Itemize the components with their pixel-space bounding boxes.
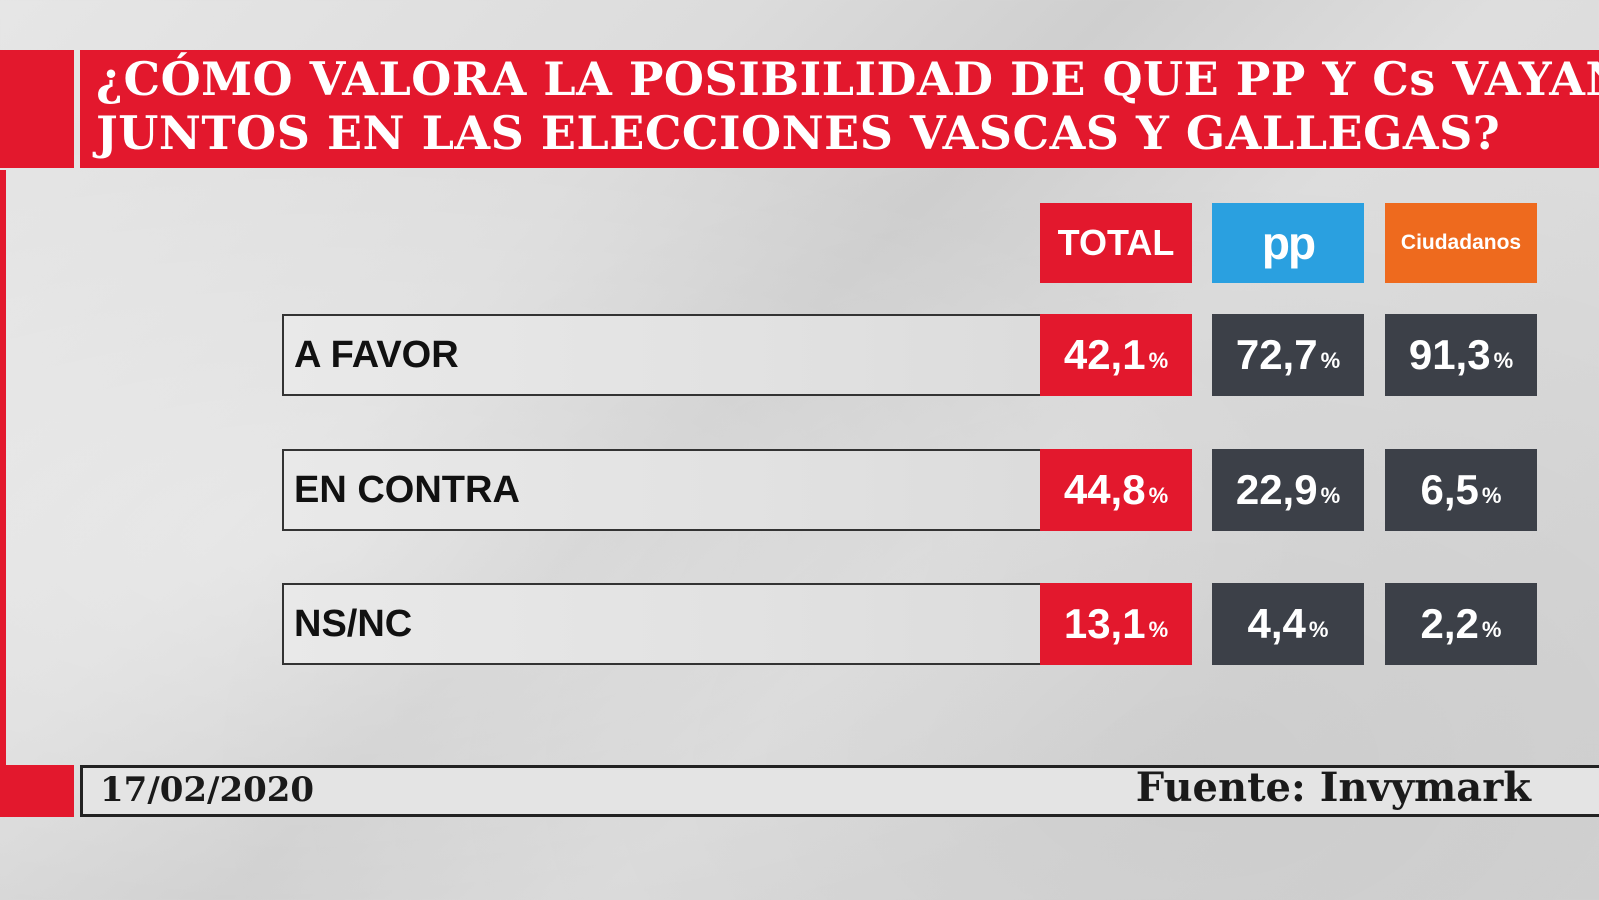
cell-pp-a-favor: 72,7% <box>1212 314 1364 396</box>
row-label: NS/NC <box>294 602 413 645</box>
value-pp-ns-nc: 4,4 <box>1247 600 1306 647</box>
percent-sign: % <box>1320 348 1341 373</box>
pp-logo-text: pp <box>1261 217 1316 269</box>
value-pp-a-favor: 72,7 <box>1235 331 1318 378</box>
value-total-en-contra: 44,8 <box>1063 466 1146 513</box>
row-label: A FAVOR <box>294 333 459 376</box>
percent-sign: % <box>1493 348 1514 373</box>
cell-pp-ns-nc: 4,4% <box>1212 583 1364 665</box>
footer-accent-block <box>0 765 74 817</box>
cell-total-a-favor: 42,1% <box>1040 314 1192 396</box>
footer-bar <box>80 765 1599 817</box>
cell-cs-a-favor: 91,3% <box>1385 314 1537 396</box>
percent-sign: % <box>1148 483 1169 508</box>
percent-sign: % <box>1481 483 1502 508</box>
percent-sign: % <box>1481 617 1502 642</box>
column-header-ciudadanos: Ciudadanos <box>1385 203 1537 283</box>
row-label: EN CONTRA <box>294 468 520 511</box>
percent-sign: % <box>1148 348 1169 373</box>
cell-pp-en-contra: 22,9% <box>1212 449 1364 531</box>
value-cs-ns-nc: 2,2 <box>1420 600 1479 647</box>
table-row-label-box: A FAVOR <box>282 314 1042 396</box>
value-cs-en-contra: 6,5 <box>1420 466 1479 513</box>
table-row-label-box: NS/NC <box>282 583 1042 665</box>
title-line-1: ¿CÓMO VALORA LA POSIBILIDAD DE QUE PP Y … <box>96 52 1599 106</box>
title-line-2: JUNTOS EN LAS ELECCIONES VASCAS Y GALLEG… <box>96 106 1501 160</box>
value-pp-en-contra: 22,9 <box>1235 466 1318 513</box>
percent-sign: % <box>1320 483 1341 508</box>
cell-total-en-contra: 44,8% <box>1040 449 1192 531</box>
cell-total-ns-nc: 13,1% <box>1040 583 1192 665</box>
title-accent-block <box>0 50 74 168</box>
value-total-ns-nc: 13,1 <box>1063 600 1146 647</box>
footer-date: 17/02/2020 <box>100 770 315 810</box>
column-label-total: TOTAL <box>1057 222 1175 263</box>
ciudadanos-logo-text: Ciudadanos <box>1400 231 1522 254</box>
value-total-a-favor: 42,1 <box>1063 331 1146 378</box>
column-header-total: TOTAL <box>1040 203 1192 283</box>
footer-source: Fuente: Invymark <box>1135 764 1531 811</box>
percent-sign: % <box>1148 617 1169 642</box>
title-bar <box>80 50 1599 168</box>
left-red-edge <box>0 170 6 770</box>
percent-sign: % <box>1308 617 1329 642</box>
table-row-label-box: EN CONTRA <box>282 449 1042 531</box>
cell-cs-en-contra: 6,5% <box>1385 449 1537 531</box>
value-cs-a-favor: 91,3 <box>1408 331 1491 378</box>
column-header-pp: pp <box>1212 203 1364 283</box>
cell-cs-ns-nc: 2,2% <box>1385 583 1537 665</box>
